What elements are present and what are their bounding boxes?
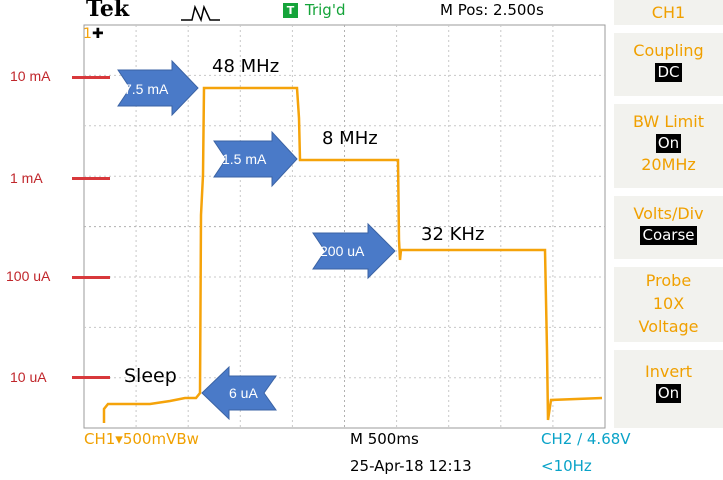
trigger-status: Trig'd [305,1,346,19]
ch1-arrow-icon: ✚ [92,26,104,42]
scale-tick-10ma [72,76,110,79]
acquisition-mode-icon [181,4,220,23]
label-32-khz: 32 KHz [421,224,484,245]
arrow-200-ua: 200 uA [312,222,396,280]
scale-label-10ua: 10 uA [10,369,47,385]
ch1-waveform-trace [102,86,603,423]
menu-probe[interactable]: Probe 10X Voltage [614,267,723,342]
arrow-6-ua-label: 6 uA [229,385,258,401]
date-time-readout: 25-Apr-18 12:13 [350,457,472,475]
menu-bw-limit-freq: 20MHz [641,155,696,174]
menu-probe-value1: 10X [652,294,685,313]
menu-invert[interactable]: Invert On [614,350,723,428]
trigger-frequency-readout: <10Hz [541,457,592,475]
horizontal-position: M Pos: 2.500s [440,1,544,19]
scale-tick-10ua [72,376,110,379]
scale-label-1ma: 1 mA [10,170,43,186]
menu-invert-value: On [655,384,682,403]
menu-channel-title: CH1 [614,0,723,25]
arrow-7-5-ma: 7.5 mA [117,59,199,117]
menu-bw-limit-value: On [655,134,682,153]
ch2-trigger-readout: CH2 ∕ 4.68V [541,430,631,448]
menu-volts-div-label: Volts/Div [633,204,704,223]
menu-bw-limit-label: BW Limit [633,112,704,131]
label-sleep: Sleep [124,365,177,387]
graticule-grid [84,25,605,428]
menu-coupling[interactable]: Coupling DC [614,33,723,96]
menu-coupling-label: Coupling [633,41,704,60]
trigger-badge-icon: T [283,3,298,18]
time-per-div-readout: M 500ms [350,430,419,448]
ch1-ground-marker: 1 [83,26,92,42]
menu-volts-div-value: Coarse [640,226,697,245]
arrow-1-5-ma: 1.5 mA [213,130,298,188]
scale-label-10ma: 10 mA [10,68,51,84]
label-8-mhz: 8 MHz [322,128,378,149]
arrow-1-5-ma-label: 1.5 mA [222,151,267,167]
label-48-mhz: 48 MHz [212,56,279,77]
ch1-scale-readout: CH1▾500mVBw [84,430,199,448]
menu-volts-div[interactable]: Volts/Div Coarse [614,196,723,259]
brand-logo: Tek [86,0,130,22]
arrow-6-ua: 6 uA [201,365,277,421]
menu-probe-label: Probe [645,271,692,290]
menu-invert-label: Invert [644,362,693,381]
menu-probe-value2: Voltage [638,317,699,336]
arrow-200-ua-label: 200 uA [320,243,365,259]
menu-bw-limit[interactable]: BW Limit On 20MHz [614,104,723,188]
scale-label-100ua: 100 uA [6,268,51,284]
menu-coupling-value: DC [655,63,682,82]
scale-tick-100ua [72,276,110,279]
scale-tick-1ma [72,177,110,180]
arrow-7-5-ma-label: 7.5 mA [124,81,169,97]
